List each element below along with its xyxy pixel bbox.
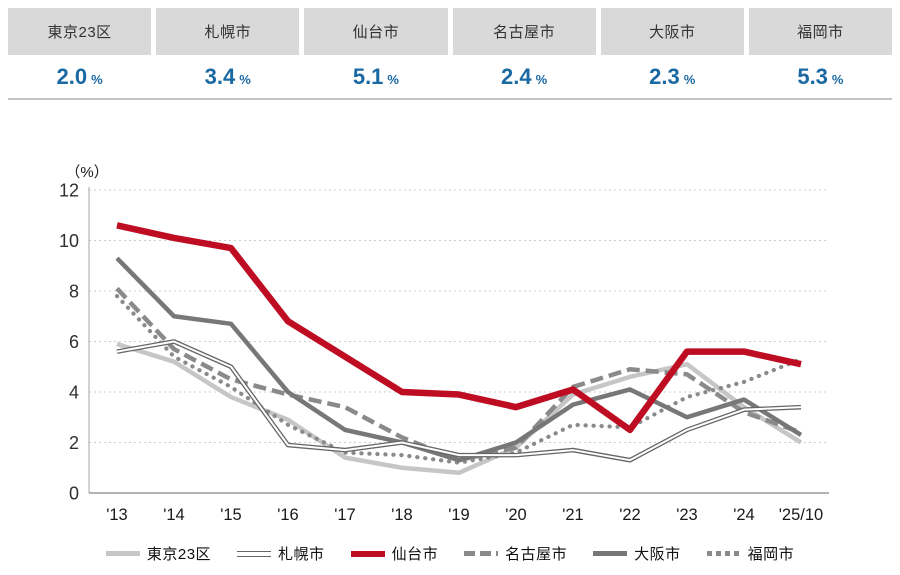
y-tick-label: 4 <box>69 383 79 403</box>
legend-label: 福岡市 <box>747 546 795 563</box>
legend-item-名古屋市: 名古屋市 <box>464 543 567 564</box>
city-name: 東京23区 <box>8 8 152 55</box>
vacancy-trend-chart: 0 2 4 6 8 10 12 （%） '13 '14 '15 '16 '17 '18 '19 '20 '21 '… <box>0 137 900 564</box>
legend-item-東京23区: 東京23区 <box>105 543 212 564</box>
city-vacancy-value: 3.4% <box>156 55 300 98</box>
legend-item-札幌市: 札幌市 <box>237 543 325 564</box>
city-vacancy-value: 2.3% <box>600 55 744 98</box>
city-vacancy-value: 2.4% <box>452 55 596 98</box>
x-tick-label: '13 <box>106 506 128 524</box>
x-tick-label: '17 <box>334 506 356 524</box>
y-tick-label: 10 <box>59 231 79 251</box>
city-column-tokyo: 東京23区 2.0% <box>8 8 152 98</box>
city-name: 札幌市 <box>156 8 300 55</box>
legend-swatch-dotted <box>706 551 741 556</box>
x-tick-label: '18 <box>391 506 413 524</box>
legend-swatch-solid <box>593 551 628 556</box>
x-tick-label: '25/10 <box>779 506 823 524</box>
y-tick-label: 0 <box>69 484 79 504</box>
legend-label: 名古屋市 <box>505 546 568 563</box>
series-line-大阪市 <box>115 256 803 463</box>
legend-label: 大阪市 <box>634 546 681 563</box>
city-column-fukuoka: 福岡市 5.3% <box>748 8 892 98</box>
x-tick-label: '21 <box>562 506 584 524</box>
x-tick-label: '20 <box>505 506 527 524</box>
x-tick-label: '19 <box>448 506 470 524</box>
legend-label: 札幌市 <box>278 546 325 563</box>
city-summary-table: 東京23区 2.0% 札幌市 3.4% 仙台市 5.1% 名古屋市 2.4% 大… <box>8 8 892 100</box>
y-tick-label: 12 <box>59 181 79 201</box>
legend-swatch-dashed <box>464 551 499 556</box>
city-column-sendai: 仙台市 5.1% <box>304 8 448 98</box>
legend-swatch-double-thin <box>237 550 272 557</box>
legend-item-仙台市: 仙台市 <box>350 543 439 564</box>
legend-item-福岡市: 福岡市 <box>706 543 795 564</box>
y-tick-label: 2 <box>69 433 79 453</box>
series-line-福岡市 <box>114 293 804 465</box>
city-column-nagoya: 名古屋市 2.4% <box>452 8 596 98</box>
city-name: 名古屋市 <box>452 8 596 55</box>
y-axis-unit-label: （%） <box>65 164 108 181</box>
city-name: 大阪市 <box>600 8 744 55</box>
city-name: 福岡市 <box>748 8 892 55</box>
city-column-sapporo: 札幌市 3.4% <box>156 8 300 98</box>
x-tick-label: '16 <box>277 506 299 524</box>
x-tick-label: '15 <box>220 506 242 524</box>
city-column-osaka: 大阪市 2.3% <box>600 8 744 98</box>
x-tick-label: '24 <box>733 506 755 524</box>
series-line-仙台市 <box>116 222 802 434</box>
legend-label: 東京23区 <box>146 546 212 563</box>
chart-legend: 東京23区 札幌市 仙台市 名古屋市 大阪市 福岡市 <box>0 543 900 564</box>
line-chart-canvas: 0 2 4 6 8 10 12（%） '13 '14 '15 '16 '17 '18 '19 '20 '21 '… <box>59 164 829 524</box>
x-tick-label: '14 <box>163 506 185 524</box>
legend-label: 仙台市 <box>391 546 439 563</box>
city-name: 仙台市 <box>304 8 448 55</box>
city-vacancy-value: 5.3% <box>748 55 892 98</box>
x-tick-label: '23 <box>676 506 698 524</box>
city-vacancy-value: 2.0% <box>8 55 152 98</box>
series-line-東京23区 <box>116 341 803 476</box>
legend-swatch-solid-light <box>105 551 140 556</box>
legend-swatch-solid-bold <box>350 550 385 557</box>
legend-item-大阪市: 大阪市 <box>593 543 681 564</box>
y-tick-label: 8 <box>69 282 79 302</box>
series-line-inner-札幌市 <box>116 340 802 462</box>
city-vacancy-value: 5.1% <box>304 55 448 98</box>
x-tick-label: '22 <box>619 506 641 524</box>
y-tick-label: 6 <box>69 332 79 352</box>
